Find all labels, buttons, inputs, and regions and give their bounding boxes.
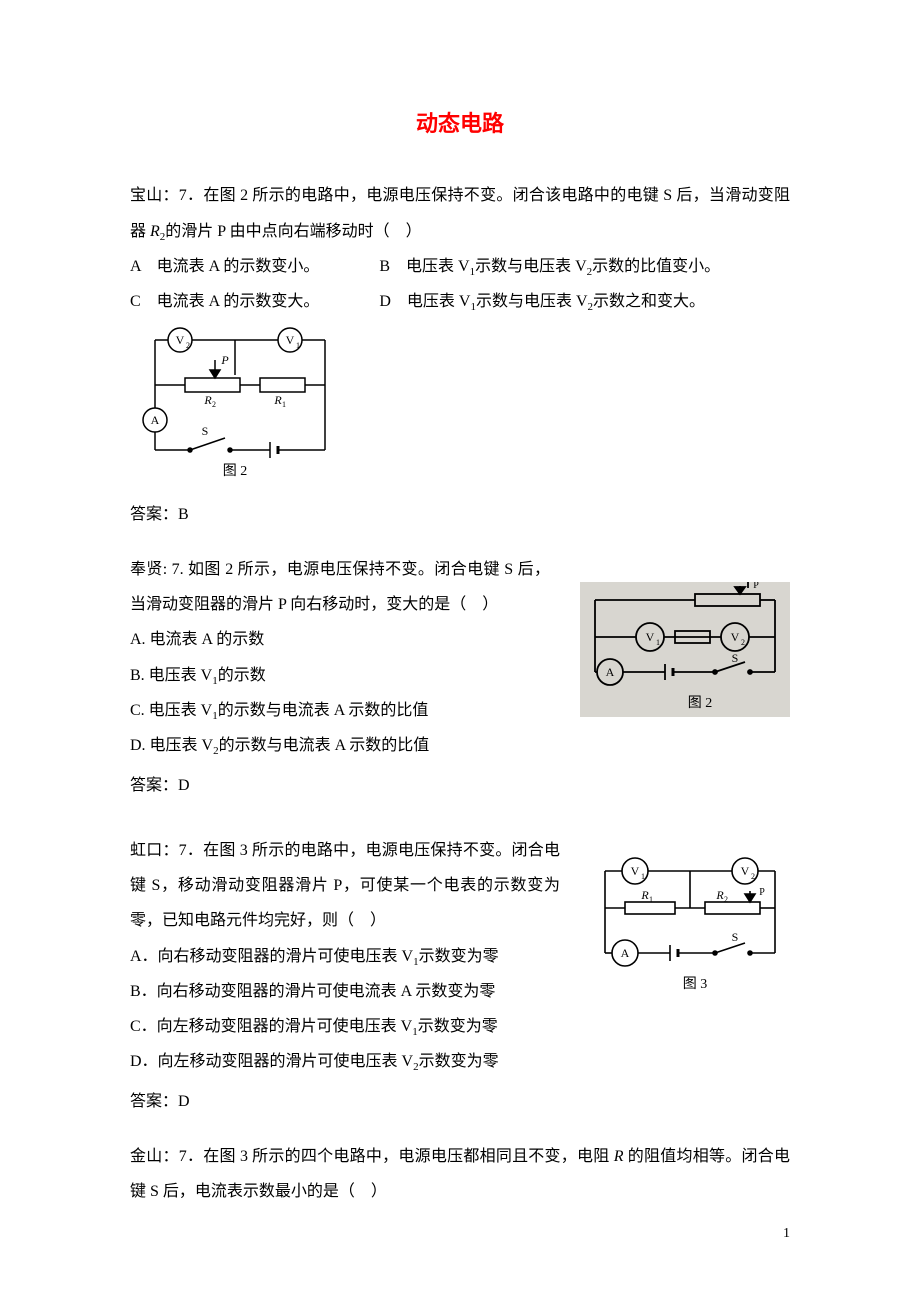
q2-optC: C. 电压表 V1的示数与电流表 A 示数的比值 [130,693,550,728]
q1-fig-V2: V [176,333,185,347]
q3-fig-R1: R [640,888,649,902]
q3-optB: B．向右移动变阻器的滑片可使电流表 A 示数变为零 [130,974,560,1009]
q2-optD-end: 的示数与电流表 A 示数的比值 [219,737,430,754]
q1-fig-caption: 图 2 [223,464,248,479]
q3-fig-V1sub: 1 [641,872,645,881]
q3-answer: 答案：D [130,1084,790,1119]
q1-fig-R2: R [203,393,212,407]
q1-optD-mid: 示数与电压表 V [476,293,588,310]
q2-fig-V2: V [731,630,740,644]
q3-optD-pre: D．向左移动变阻器的滑片可使电压表 V [130,1053,413,1070]
q2-fig-V1: V [646,630,655,644]
q3-fig-R1sub: 1 [649,895,653,904]
q2-optC-pre: C. 电压表 V [130,702,212,719]
q1-fig-V2sub: 2 [186,341,190,350]
q2-optB-end: 的示数 [218,667,266,684]
q1-optD-pre: D 电压表 V [379,293,470,310]
q3-block: 虹口：7．在图 3 所示的电路中，电源电压保持不变。闭合电键 S，移动滑动变阻器… [130,833,790,1080]
q3-fig-V2: V [741,864,750,878]
q1-fig-V1sub: 1 [296,341,300,350]
q1-R: R [150,223,160,240]
q1-optD: D 电压表 V1示数与电压表 V2示数之和变大。 [379,284,705,319]
q1-fig-R1: R [273,393,282,407]
q1-stem-suffix: 的滑片 P 由中点向右端移动时（ ） [165,223,421,240]
q3-optA-end: 示数变为零 [419,948,499,965]
q3-fig-S: S [732,930,739,944]
q1-fig-R1sub: 1 [282,400,286,409]
q3-fig-V2sub: 2 [751,872,755,881]
q1-fig-A: A [151,413,160,427]
q2-block: 奉贤: 7. 如图 2 所示，电源电压保持不变。闭合电键 S 后，当滑动变阻器的… [130,552,790,764]
q1-optB-pre: B 电压表 V [379,258,469,275]
q2-optB-pre: B. 电压表 V [130,667,212,684]
q4-stem-pre: 金山：7．在图 3 所示的四个电路中，电源电压都相同且不变，电阻 [130,1148,614,1165]
q3-fig-P: P [759,887,765,898]
q2-figure: V 1 V 2 A S P 图 2 [580,582,790,730]
q3-fig-A: A [621,946,630,960]
q2-optD: D. 电压表 V2的示数与电流表 A 示数的比值 [130,728,550,763]
q1-opts-row2: C 电流表 A 的示数变大。 D 电压表 V1示数与电压表 V2示数之和变大。 [130,284,790,319]
q3-optC: C．向左移动变阻器的滑片可使电压表 V1示数变为零 [130,1009,560,1044]
q1-fig-R2sub: 2 [212,400,216,409]
q1-fig-V1: V [286,333,295,347]
q1-stem: 宝山：7．在图 2 所示的电路中，电源电压保持不变。闭合该电路中的电键 S 后，… [130,178,790,249]
q2-fig-caption: 图 2 [688,696,713,711]
q2-optB: B. 电压表 V1的示数 [130,658,550,693]
q2-optC-end: 的示数与电流表 A 示数的比值 [218,702,429,719]
page-title: 动态电路 [130,100,790,148]
page: 动态电路 宝山：7．在图 2 所示的电路中，电源电压保持不变。闭合该电路中的电键… [0,0,920,1269]
q2-fig-V2sub: 2 [741,638,745,647]
q1-optD-end: 示数之和变大。 [593,293,705,310]
q1-optC: C 电流表 A 的示数变大。 [130,284,319,319]
q2-fig-S: S [732,651,739,665]
q1-opts-row1: A 电流表 A 的示数变小。 B 电压表 V1示数与电压表 V2示数的比值变小。 [130,249,790,284]
q4-stem-R: R [614,1148,624,1165]
q3-fig-R2: R [715,888,724,902]
q3-fig-R2sub: 2 [724,895,728,904]
q3-fig-V1: V [631,864,640,878]
q1-optB-end: 示数的比值变小。 [592,258,720,275]
q3-optC-pre: C．向左移动变阻器的滑片可使电压表 V [130,1018,412,1035]
page-number: 1 [783,1219,790,1250]
q4-stem: 金山：7．在图 3 所示的四个电路中，电源电压都相同且不变，电阻 R 的阻值均相… [130,1139,790,1209]
q3-stem: 虹口：7．在图 3 所示的电路中，电源电压保持不变。闭合电键 S，移动滑动变阻器… [130,833,560,939]
q3-optA: A．向右移动变阻器的滑片可使电压表 V1示数变为零 [130,939,560,974]
q1-optA: A 电流表 A 的示数变小。 [130,249,319,284]
q2-fig-P: P [753,582,759,591]
q2-fig-A: A [606,665,615,679]
q3-optD-end: 示数变为零 [419,1053,499,1070]
q2-optD-pre: D. 电压表 V [130,737,213,754]
q3-figure: V 1 V 2 R 1 R 2 P A S 图 3 [590,853,790,1016]
q2-answer: 答案：D [130,768,790,803]
q1-fig-P: P [220,353,229,367]
q3-fig-caption: 图 3 [683,977,708,992]
q3-optD: D．向左移动变阻器的滑片可使电压表 V2示数变为零 [130,1044,560,1079]
q1-optB: B 电压表 V1示数与电压表 V2示数的比值变小。 [379,249,720,284]
q3-optA-pre: A．向右移动变阻器的滑片可使电压表 V [130,948,413,965]
q3-optC-end: 示数变为零 [418,1018,498,1035]
q2-optA: A. 电流表 A 的示数 [130,622,550,657]
q2-stem: 奉贤: 7. 如图 2 所示，电源电压保持不变。闭合电键 S 后，当滑动变阻器的… [130,552,550,622]
q1-fig-S: S [202,424,209,438]
q1-figure: V 2 V 1 P R 2 R 1 A S 图 2 [130,320,790,493]
q1-optB-mid: 示数与电压表 V [475,258,587,275]
q2-fig-V1sub: 1 [656,638,660,647]
q1-answer: 答案：B [130,497,790,532]
